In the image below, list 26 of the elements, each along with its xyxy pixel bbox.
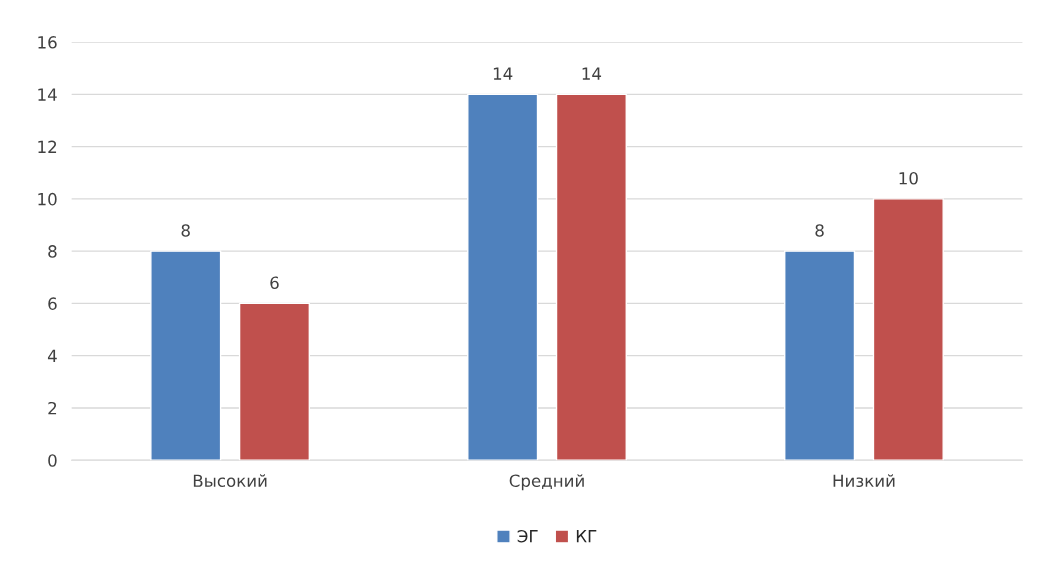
data-label: 6 xyxy=(270,276,279,290)
data-label: 14 xyxy=(582,67,602,80)
legend-label: КГ xyxy=(576,530,597,543)
bar xyxy=(872,198,944,461)
x-tick-label: Низкий xyxy=(833,474,895,488)
data-label: 8 xyxy=(181,224,190,237)
x-tick-label: Средний xyxy=(509,474,584,491)
data-label: 8 xyxy=(815,224,824,237)
y-tick-label: 4 xyxy=(47,349,57,363)
y-tick-label: 16 xyxy=(38,36,57,49)
bar xyxy=(150,250,222,461)
data-label: 10 xyxy=(899,171,918,185)
bar xyxy=(238,302,311,461)
y-tick-label: 14 xyxy=(38,88,57,101)
y-tick-label: 8 xyxy=(48,245,57,258)
bar xyxy=(555,93,627,461)
y-tick-label: 0 xyxy=(48,454,57,467)
y-tick-label: 6 xyxy=(48,297,57,310)
data-label: 14 xyxy=(493,67,513,80)
bar xyxy=(784,250,856,461)
bar xyxy=(467,93,539,461)
x-tick-label: Высокий xyxy=(193,474,267,488)
legend-label: ЭГ xyxy=(517,529,538,543)
y-tick-label: 2 xyxy=(48,401,57,415)
y-tick-label: 10 xyxy=(38,192,57,206)
y-tick-label: 12 xyxy=(38,140,57,153)
